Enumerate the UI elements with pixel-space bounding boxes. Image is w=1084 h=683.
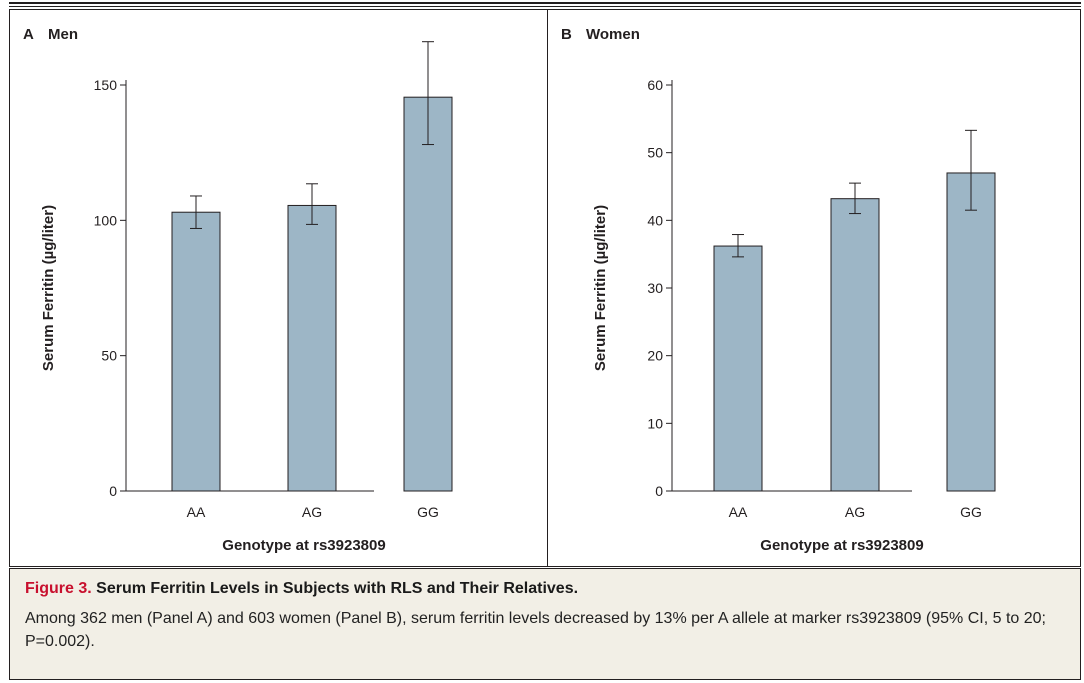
x-tick-label: GG — [960, 504, 982, 520]
caption-title-line: Figure 3. Serum Ferritin Levels in Subje… — [25, 579, 1064, 599]
y-tick-label: 40 — [647, 212, 663, 228]
y-tick-label: 0 — [109, 483, 117, 499]
panel-title: Women — [586, 26, 640, 43]
y-tick-label: 30 — [647, 280, 663, 296]
top-rule-thin — [9, 6, 1081, 7]
x-tick-label: AA — [729, 504, 748, 520]
bar-ag — [287, 204, 337, 492]
y-tick-label: 150 — [94, 77, 118, 93]
y-tick-label: 100 — [94, 212, 118, 228]
caption-title: Serum Ferritin Levels in Subjects with R… — [96, 580, 579, 597]
y-tick-label: 50 — [101, 348, 117, 364]
figure-number: Figure 3. — [25, 580, 92, 597]
bar-ag — [830, 198, 880, 492]
chart-panel-a: A Men 0 50 100 150 AA AG GG Genotype at rs3923809… — [23, 26, 453, 554]
x-tick-label: GG — [417, 504, 439, 520]
y-tick-label: 60 — [647, 77, 663, 93]
bar-aa — [171, 211, 221, 492]
figure-caption: Figure 3. Serum Ferritin Levels in Subje… — [9, 568, 1081, 680]
panel-letter: A — [23, 26, 34, 43]
top-rule — [9, 2, 1081, 4]
bar-gg — [403, 96, 453, 492]
x-tick-label: AG — [845, 504, 865, 520]
caption-text: Among 362 men (Panel A) and 603 women (P… — [25, 610, 1046, 650]
chart-panel-b: B Women 0 10 20 30 40 50 60 AA AG GG Genotype at rs3… — [561, 26, 996, 554]
x-tick-label: AA — [187, 504, 206, 520]
x-tick-label: AG — [302, 504, 322, 520]
y-tick-label: 50 — [647, 145, 663, 161]
bar-gg — [946, 172, 996, 492]
y-tick-label: 10 — [647, 415, 663, 431]
y-tick-label: 20 — [647, 348, 663, 364]
x-axis-title: Genotype at rs3923809 — [222, 537, 385, 554]
panel-title: Men — [48, 26, 78, 43]
y-tick-label: 0 — [655, 483, 663, 499]
x-axis-title: Genotype at rs3923809 — [760, 537, 923, 554]
panel-divider — [547, 9, 548, 567]
bar-aa — [713, 245, 763, 492]
figure-panels — [9, 9, 1081, 567]
y-axis-title: Serum Ferritin (µg/liter) — [40, 205, 57, 371]
panel-letter: B — [561, 26, 572, 43]
y-axis-title: Serum Ferritin (µg/liter) — [592, 205, 609, 371]
